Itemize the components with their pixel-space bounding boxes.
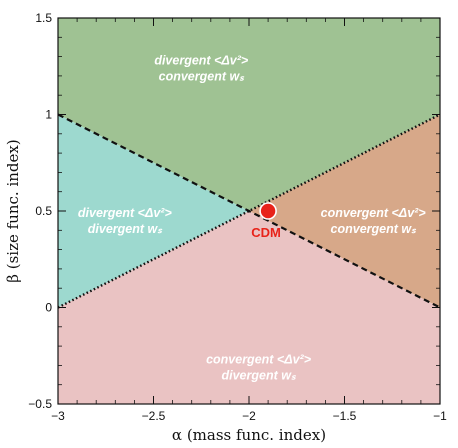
region-label-line: divergent wₛ	[88, 222, 163, 236]
cdm-label: CDM	[251, 225, 281, 240]
region-label-line: divergent wₛ	[221, 368, 296, 382]
axis-ticks: −3 −2.5 −2 −1.5 −1 −0.5 0 0.5 1 1.5	[28, 11, 447, 423]
x-tick-label: −2.5	[142, 409, 166, 423]
boundary-lines	[57, 113, 441, 309]
region-right	[249, 114, 440, 308]
dotted-boundary-line	[57, 113, 441, 309]
y-tick-label: 0	[45, 301, 52, 315]
region-label-line: convergent <Δv²>	[321, 206, 427, 220]
region-label: divergent <Δv²> divergent wₛ	[78, 206, 173, 236]
y-tick-label: 0.5	[35, 204, 52, 218]
y-axis-label: β (size func. index)	[4, 139, 22, 282]
dashed-boundary-line	[57, 113, 441, 309]
region-label-line: convergent wₛ	[159, 69, 246, 83]
region-label-line: convergent wₛ	[331, 222, 418, 236]
region-label: divergent <Δv²> convergent wₛ	[154, 53, 249, 83]
x-tick-label: −1	[433, 409, 447, 423]
y-tick-label: 1.5	[35, 11, 52, 25]
x-tick-label: −2	[242, 409, 256, 423]
y-tick-label: −0.5	[28, 397, 52, 411]
region-label-line: convergent <Δv²>	[206, 352, 312, 366]
region-left	[58, 114, 249, 308]
region-label-line: divergent <Δv²>	[154, 53, 249, 67]
cdm-point	[259, 202, 277, 220]
region-label-line: divergent <Δv²>	[78, 206, 173, 220]
y-tick-label: 1	[45, 108, 52, 122]
region-label: convergent <Δv²> divergent wₛ	[206, 352, 312, 382]
cdm-point-group: CDM	[251, 202, 281, 240]
region-label: convergent <Δv²> convergent wₛ	[321, 206, 427, 236]
x-tick-label: −3	[51, 409, 65, 423]
x-tick-label: −1.5	[333, 409, 357, 423]
x-axis-label: α (mass func. index)	[172, 426, 326, 444]
